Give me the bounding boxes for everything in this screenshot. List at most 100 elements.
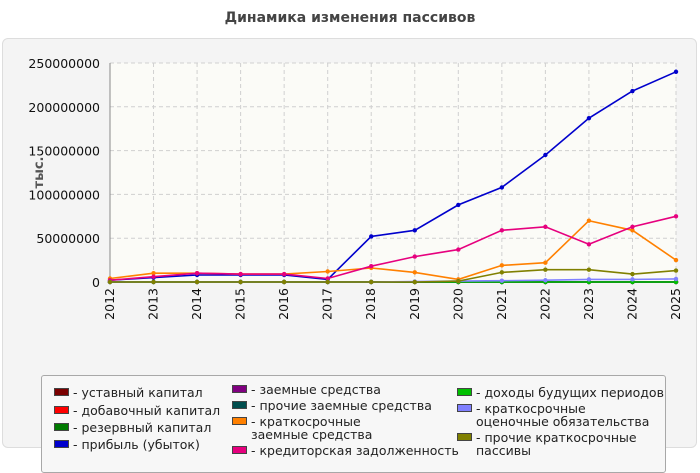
x-tick-label: 2022 xyxy=(537,288,552,320)
legend-swatch xyxy=(457,388,472,396)
chart-legend: - уставный капитал - добавочный капитал … xyxy=(41,375,666,473)
data-point xyxy=(586,115,592,121)
legend-swatch xyxy=(457,433,472,441)
chart-panel: 0 50000000 100000000 150000000 200000000 2500… xyxy=(2,38,697,473)
legend-swatch xyxy=(232,417,247,425)
series-line xyxy=(109,71,677,281)
data-point xyxy=(543,152,548,158)
data-point xyxy=(151,274,156,279)
data-point xyxy=(412,254,417,259)
data-point xyxy=(325,269,330,274)
data-point xyxy=(456,202,461,208)
data-point xyxy=(673,268,679,273)
data-point xyxy=(456,247,461,252)
x-tick-label: 2023 xyxy=(581,288,596,320)
data-point xyxy=(543,260,548,265)
data-point xyxy=(412,228,417,233)
data-point xyxy=(499,228,505,233)
legend-label: - заемные средства xyxy=(251,382,381,397)
y-tick-label: 150000000 xyxy=(28,144,100,159)
data-point xyxy=(456,278,461,284)
data-point xyxy=(499,185,505,190)
data-point xyxy=(586,277,592,282)
data-point xyxy=(325,279,330,285)
data-point xyxy=(673,214,679,219)
data-point xyxy=(543,278,548,283)
x-tick-label: 2018 xyxy=(363,288,378,320)
data-point xyxy=(369,264,374,269)
legend-label: - краткосрочные оценочные обязательства xyxy=(476,401,650,429)
data-point xyxy=(630,228,635,233)
data-point xyxy=(630,277,635,282)
data-point xyxy=(630,271,635,277)
plot-area xyxy=(110,63,676,282)
data-point xyxy=(238,271,243,277)
legend-swatch xyxy=(54,388,69,396)
data-point xyxy=(673,279,679,285)
series-line xyxy=(110,268,677,283)
data-point xyxy=(107,279,113,285)
data-point xyxy=(586,267,592,272)
x-tick-label: 2025 xyxy=(668,288,683,320)
data-point xyxy=(412,279,417,285)
x-tick-label: 2017 xyxy=(320,288,335,320)
data-point xyxy=(369,234,374,239)
data-point xyxy=(151,279,156,285)
data-point xyxy=(673,69,679,74)
series-line xyxy=(109,215,677,281)
y-tick-label: 0 xyxy=(92,275,100,290)
legend-label: - резервный капитал xyxy=(73,420,212,435)
data-point xyxy=(151,271,156,276)
line-chart: 0 50000000 100000000 150000000 200000000 2500… xyxy=(28,56,683,320)
y-tick-label: 50000000 xyxy=(36,231,100,246)
x-tick-label: 2014 xyxy=(189,288,204,320)
data-point xyxy=(630,88,635,94)
legend-swatch xyxy=(232,385,247,393)
x-tick-label: 2016 xyxy=(276,288,291,320)
data-point xyxy=(499,278,505,283)
legend-swatch xyxy=(54,440,69,448)
legend-label: - прочие краткосрочные пассивы xyxy=(476,430,637,458)
y-tick-label: 200000000 xyxy=(28,100,100,115)
legend-swatch xyxy=(457,404,472,412)
data-point xyxy=(499,263,505,268)
y-axis-label: тыс. xyxy=(32,157,47,189)
data-point xyxy=(325,276,330,281)
legend-swatch xyxy=(54,423,69,431)
legend-swatch xyxy=(54,406,69,414)
y-tick-label: 250000000 xyxy=(28,56,100,71)
legend-label: - кредиторская задолженность xyxy=(251,443,459,458)
data-point xyxy=(369,279,374,285)
data-point xyxy=(673,276,679,282)
data-point xyxy=(543,224,548,230)
data-point xyxy=(412,270,417,275)
data-point xyxy=(281,271,287,277)
x-tick-label: 2021 xyxy=(494,288,509,320)
legend-label: - доходы будущих периодов xyxy=(476,385,664,400)
x-tick-label: 2024 xyxy=(624,288,639,320)
legend-label: - прибыль (убыток) xyxy=(73,437,200,452)
data-point xyxy=(543,267,548,272)
x-tick-label: 2019 xyxy=(407,288,422,320)
data-point xyxy=(499,270,505,275)
legend-label: - прочие заемные средства xyxy=(251,398,432,413)
x-tick-label: 2015 xyxy=(233,288,248,320)
x-tick-label: 2020 xyxy=(450,288,465,320)
legend-swatch xyxy=(232,446,247,454)
legend-swatch xyxy=(232,401,247,409)
legend-label: - добавочный капитал xyxy=(73,403,221,418)
data-point xyxy=(194,279,200,285)
chart-title: Динамика изменения пассивов xyxy=(224,10,476,26)
y-tick-label: 100000000 xyxy=(28,187,100,202)
data-point xyxy=(630,224,635,230)
data-point xyxy=(238,279,243,285)
legend-label: - уставный капитал xyxy=(73,385,203,400)
legend-label: - краткосрочные заемные средства xyxy=(251,414,373,442)
data-point xyxy=(586,218,592,223)
data-point xyxy=(586,242,592,247)
data-point xyxy=(673,257,679,263)
x-tick-label: 2012 xyxy=(102,288,117,320)
data-point xyxy=(281,279,287,285)
data-point xyxy=(194,271,200,276)
x-tick-label: 2013 xyxy=(146,288,161,320)
